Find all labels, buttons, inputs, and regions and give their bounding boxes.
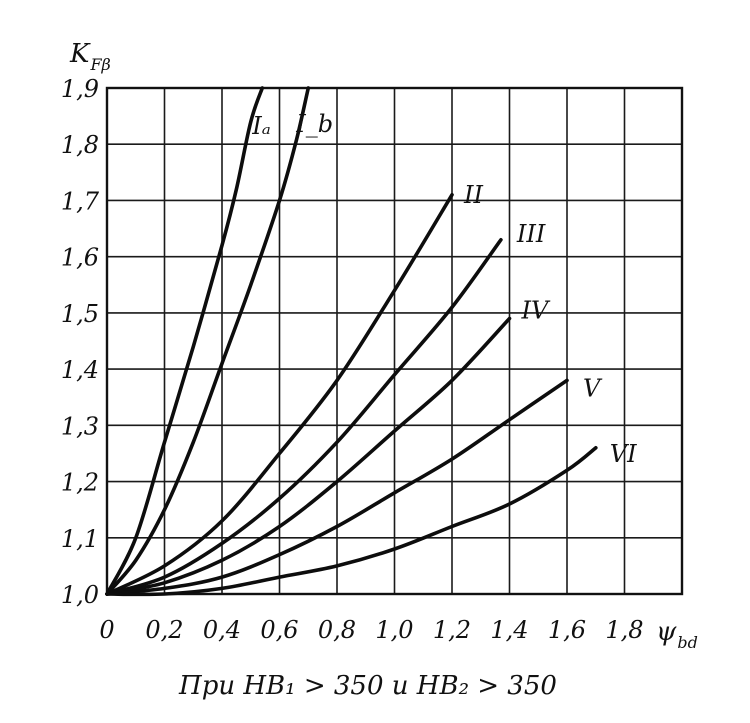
y-tick-label: 1,2 <box>61 469 99 497</box>
curves <box>105 86 598 597</box>
series-line <box>105 86 265 596</box>
series-label: V <box>583 374 603 402</box>
x-tick-labels: 0 0,2 0,4 0,6 0,8 1,0 1,2 1,4 1,6 1,8 <box>99 616 643 644</box>
y-tick-label: 1,7 <box>61 187 100 215</box>
y-tick-label: 1,9 <box>61 75 99 103</box>
series-line <box>105 86 311 596</box>
series-label: III <box>516 220 546 248</box>
x-tick-label: 1,8 <box>605 616 643 644</box>
series-label: I_b <box>295 110 333 138</box>
series-line <box>105 238 503 596</box>
series-label: II <box>463 181 483 209</box>
chart-caption: При НВ₁ > 350 и НВ₂ > 350 <box>178 671 557 701</box>
grid <box>107 88 682 594</box>
y-tick-label: 1,1 <box>61 525 99 553</box>
series-line <box>105 446 598 597</box>
y-tick-label: 1,6 <box>61 244 99 272</box>
series-line <box>105 316 512 596</box>
x-tick-label: 1,4 <box>490 616 528 644</box>
x-tick-label: 0,4 <box>203 616 241 644</box>
plot-frame <box>105 86 684 596</box>
x-tick-label: 1,6 <box>548 616 586 644</box>
series-line <box>105 193 454 596</box>
series-line <box>105 378 569 596</box>
y-tick-label: 1,0 <box>61 581 99 609</box>
series-label: IV <box>521 297 551 325</box>
y-tick-labels: 1,0 1,1 1,2 1,3 1,4 1,5 1,6 1,7 1,8 1,9 <box>61 75 100 609</box>
series-label: VI <box>610 440 637 468</box>
x-tick-label: 0 <box>99 616 114 644</box>
x-axis-title: ψbd <box>656 617 698 652</box>
y-tick-label: 1,5 <box>61 300 99 328</box>
y-axis-title: KFβ <box>69 39 111 74</box>
y-tick-label: 1,4 <box>61 356 99 384</box>
x-tick-label: 0,2 <box>145 616 183 644</box>
x-tick-label: 0,6 <box>260 616 298 644</box>
x-tick-label: 0,8 <box>318 616 356 644</box>
x-tick-label: 1,0 <box>375 616 413 644</box>
y-tick-label: 1,8 <box>61 131 99 159</box>
y-tick-label: 1,3 <box>61 412 99 440</box>
series-label: Iₐ <box>251 112 271 140</box>
x-tick-label: 1,2 <box>433 616 471 644</box>
